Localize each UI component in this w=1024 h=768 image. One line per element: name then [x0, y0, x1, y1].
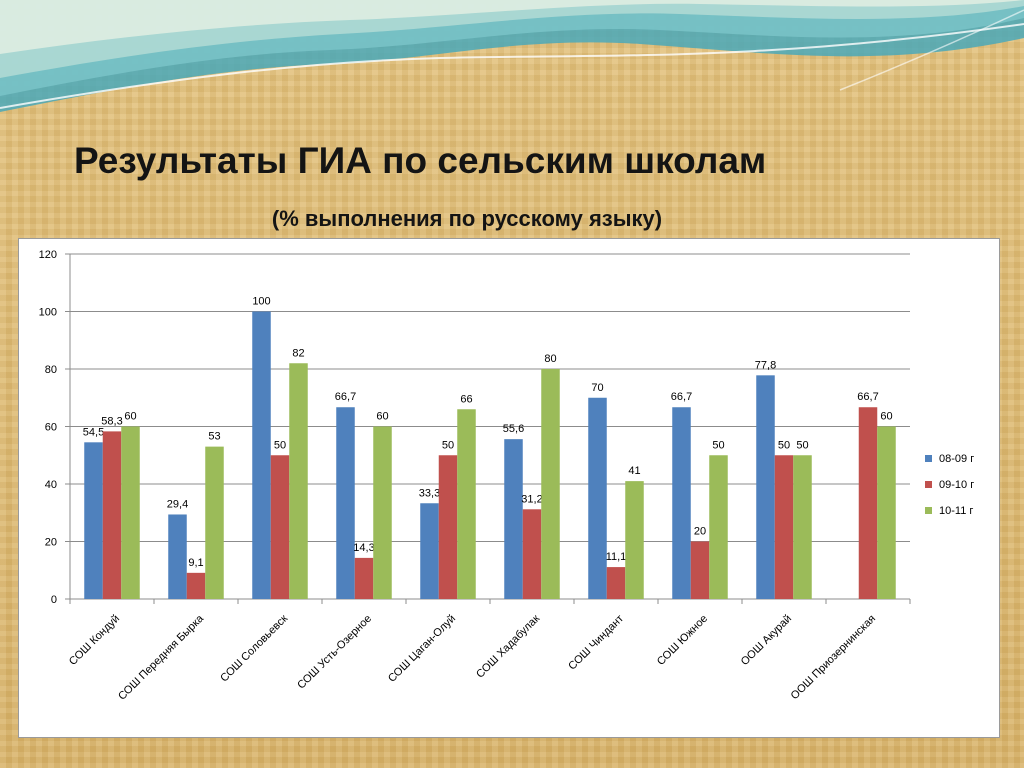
bar	[373, 426, 392, 599]
y-tick-label: 120	[39, 249, 57, 261]
y-tick-label: 40	[45, 479, 57, 491]
bar	[270, 455, 290, 599]
bar	[588, 397, 607, 599]
data-label: 60	[376, 411, 388, 423]
bar	[168, 514, 187, 599]
data-label: 70	[591, 382, 603, 394]
bar	[522, 509, 542, 599]
bar	[438, 455, 458, 599]
legend-swatch	[925, 481, 932, 488]
x-tick-label: СОШ Усть-Озерное	[295, 613, 374, 692]
data-label: 82	[292, 347, 304, 359]
bar	[606, 567, 626, 599]
page-subtitle: (% выполнения по русскому языку)	[271, 206, 663, 231]
bar	[504, 439, 523, 599]
data-label: 66,7	[671, 391, 692, 403]
data-label: 41	[628, 465, 640, 477]
data-label: 14,3	[353, 542, 374, 554]
y-tick-label: 60	[45, 422, 57, 434]
y-tick-label: 0	[51, 594, 57, 606]
legend-item: 08-09 г	[925, 452, 995, 466]
x-tick-label: СОШ Южное	[655, 613, 710, 668]
bar	[102, 431, 122, 599]
bar	[420, 503, 439, 599]
bar	[336, 407, 355, 599]
bar	[289, 363, 308, 599]
page-title: Результаты ГИА по сельским школам	[74, 140, 767, 181]
data-label: 58,3	[101, 415, 122, 427]
chart-legend: 08-09 г 09-10 г 10-11 г	[925, 452, 995, 530]
legend-swatch	[925, 455, 932, 462]
data-label: 77,8	[755, 359, 776, 371]
legend-label: 09-10 г	[939, 479, 975, 491]
data-label: 50	[442, 439, 454, 451]
data-label: 9,1	[188, 557, 203, 569]
legend-item: 10-11 г	[925, 504, 995, 518]
bar	[121, 426, 140, 599]
data-label: 100	[252, 296, 270, 308]
bar	[541, 369, 560, 599]
data-label: 29,4	[167, 498, 188, 510]
data-label: 66,7	[857, 391, 878, 403]
y-tick-label: 100	[39, 307, 57, 319]
bar	[858, 407, 878, 599]
data-label: 54,5	[83, 426, 104, 438]
decorative-wave	[0, 0, 1024, 112]
legend-item: 09-10 г	[925, 478, 995, 492]
y-tick-label: 80	[45, 364, 57, 376]
bar	[793, 455, 812, 599]
data-label: 60	[880, 411, 892, 423]
data-label: 50	[712, 439, 724, 451]
x-tick-label: ООШ Приозернинская	[789, 613, 878, 702]
data-label: 50	[778, 439, 790, 451]
x-tick-label: СОШ Соловьевск	[218, 613, 290, 685]
data-label: 33,3	[419, 487, 440, 499]
bar	[84, 442, 103, 599]
x-tick-label: СОШ Чиндант	[566, 613, 626, 673]
data-label: 50	[796, 439, 808, 451]
bar	[774, 455, 794, 599]
bar	[709, 455, 728, 599]
data-label: 80	[544, 353, 556, 365]
bar	[457, 409, 476, 599]
bar	[690, 541, 710, 599]
legend-swatch	[925, 507, 932, 514]
x-tick-label: СОШ Кондуй	[67, 613, 122, 668]
y-tick-label: 20	[45, 537, 57, 549]
bar	[625, 481, 644, 599]
bar	[252, 311, 271, 599]
data-label: 50	[274, 439, 286, 451]
x-tick-label: СОШ Хадабулак	[474, 613, 542, 681]
bar	[354, 557, 374, 599]
data-label: 53	[208, 431, 220, 443]
data-label: 66,7	[335, 391, 356, 403]
data-label: 11,1	[606, 551, 627, 563]
bar	[186, 572, 206, 599]
legend-label: 08-09 г	[939, 453, 975, 465]
bar	[205, 446, 224, 599]
x-tick-label: СОШ Цаган-Олуй	[386, 613, 458, 685]
bar	[756, 375, 775, 599]
data-label: 60	[124, 411, 136, 423]
data-label: 31,2	[521, 493, 542, 505]
chart-area: 0 20 40 60 80 100 120 54,5 58,3 60 СОШ Кондуй 29,4 9…	[18, 238, 1000, 738]
data-label: 20	[694, 526, 706, 538]
bar	[877, 426, 896, 599]
x-tick-label: СОШ Передняя Бырка	[116, 612, 207, 703]
bar	[672, 407, 691, 599]
x-tick-label: ООШ Акурай	[739, 613, 794, 668]
data-label: 55,6	[503, 423, 524, 435]
legend-label: 10-11 г	[939, 505, 974, 517]
data-label: 66	[460, 393, 472, 405]
